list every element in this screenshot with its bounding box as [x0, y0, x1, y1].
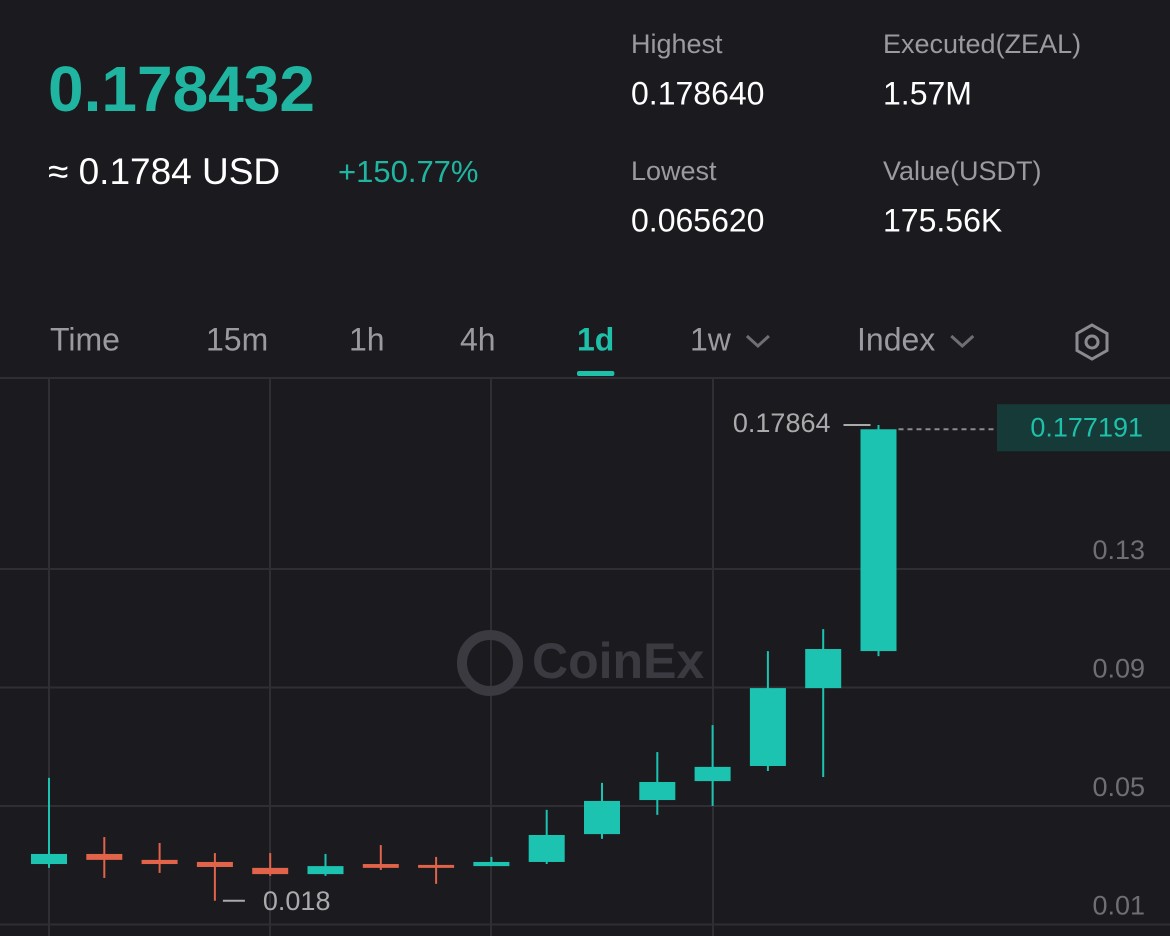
candle-body [805, 649, 842, 689]
timeframe-tab[interactable]: 15m [206, 321, 268, 357]
candle-body [31, 853, 67, 865]
price-change: +150.77% [338, 154, 478, 189]
candle-body [86, 853, 123, 860]
candle-body [528, 835, 565, 862]
timeframe-tab[interactable]: Index [857, 321, 935, 357]
candle-body [307, 866, 344, 875]
settings-icon[interactable] [1075, 323, 1109, 361]
timeframe-tab[interactable]: 4h [460, 321, 496, 357]
max-label: 0.17864 [733, 408, 831, 438]
candle-body [418, 864, 455, 868]
stat-label: Executed(ZEAL) [883, 29, 1081, 59]
y-tick-label: 0.05 [1092, 772, 1145, 802]
settings-hex [1075, 323, 1109, 361]
stat-value: 0.065620 [631, 202, 764, 238]
stat-label: Lowest [631, 156, 717, 186]
watermark-logo [457, 630, 523, 696]
watermark: CoinEx [532, 633, 704, 689]
min-label: 0.018 [263, 886, 331, 916]
candle-body [362, 864, 399, 868]
y-tick-label: 0.01 [1092, 891, 1145, 921]
dropdown-chevron [950, 334, 975, 349]
candle-body [141, 859, 178, 865]
candle-body [196, 861, 233, 867]
timeframe-tab[interactable]: 1d [577, 321, 614, 357]
candle-body [694, 766, 731, 782]
stat-label: Highest [631, 29, 723, 59]
candle-body [639, 781, 676, 801]
candle-body [473, 861, 510, 867]
candle-body [252, 867, 289, 875]
candle-body [584, 800, 620, 835]
current-price-box [997, 404, 1170, 452]
stat-value: 175.56K [883, 202, 1002, 238]
stat-value: 1.57M [883, 75, 972, 111]
y-tick-label: 0.13 [1092, 535, 1145, 565]
y-tick-label: 0.09 [1092, 654, 1145, 684]
last-price: 0.178432 [48, 53, 315, 125]
usd-approx: ≈ 0.1784 USD [48, 151, 280, 192]
dropdown-chevron [745, 334, 770, 349]
candle-body [749, 688, 786, 766]
stat-label: Value(USDT) [883, 156, 1042, 186]
timeframe-tab[interactable]: 1w [690, 321, 732, 357]
timeframe-tab[interactable]: Time [50, 321, 120, 357]
active-underline [577, 371, 615, 376]
candle-body [860, 429, 897, 652]
settings-dot [1084, 334, 1100, 350]
timeframe-tab[interactable]: 1h [349, 321, 385, 357]
current-price-label: 0.177191 [1030, 412, 1143, 442]
stat-value: 0.178640 [631, 75, 764, 111]
